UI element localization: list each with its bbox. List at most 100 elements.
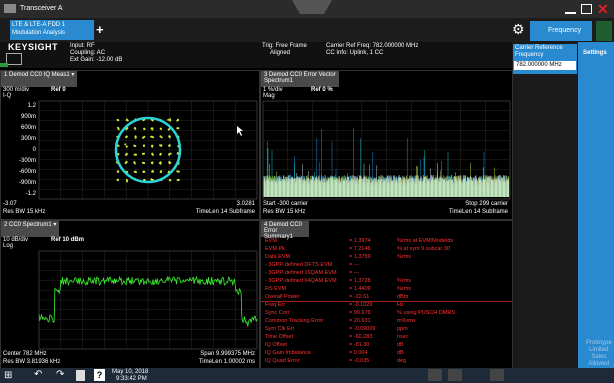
metric-unit: deg	[397, 358, 407, 364]
error-summary-window[interactable]: 4 Demod CC0 Error Summary1 EVM = 1.3974 %rm…	[260, 220, 513, 370]
app-title: Transceiver A	[20, 5, 63, 12]
constellation-point	[176, 170, 179, 173]
gain-info: Ext Gain: -12.00 dB	[70, 57, 123, 63]
constellation-point	[133, 170, 136, 173]
constellation-point	[142, 170, 145, 173]
reference: Ref 0 %	[311, 87, 333, 93]
carrier-ref-label: Carrier Reference	[515, 45, 563, 51]
y-tick-label: -600m	[18, 168, 36, 175]
undo-button[interactable]: ↶	[34, 369, 43, 380]
metric-value: = -22.61	[349, 294, 370, 300]
spectrum-window[interactable]: 2 CC0 Spectrum1 ▾ 10 dB/div Ref 10 dBm Log C…	[0, 220, 260, 370]
constellation-point	[177, 127, 180, 130]
collapse-button[interactable]	[292, 0, 332, 14]
status-icon[interactable]	[596, 21, 612, 41]
footer-left: Res BW 15 kHz	[3, 209, 46, 215]
constellation-point	[168, 144, 171, 147]
constellation-point	[116, 179, 119, 182]
start-button[interactable]: ⊞	[4, 370, 13, 381]
logo: KEYSIGHT	[8, 42, 59, 52]
menu-tab[interactable]	[530, 21, 592, 41]
carrier-ref-value[interactable]: 782.000000 MHz	[514, 61, 576, 70]
footer-left: Start -300 carrier	[263, 201, 309, 207]
constellation-point	[176, 119, 179, 122]
constellation-point	[169, 119, 172, 122]
metric-unit: ppm	[397, 326, 408, 332]
info-bar	[0, 42, 512, 68]
redo-button[interactable]: ↷	[56, 369, 65, 380]
constellation-point	[150, 135, 153, 138]
constellation-point	[143, 162, 146, 165]
close-button[interactable]: ✕	[597, 1, 609, 17]
metric-unit: dB	[397, 342, 404, 348]
metric-value: = -0.035	[349, 358, 370, 364]
spectrum-trace	[38, 275, 258, 327]
footer-left: Res BW 15 kHz	[263, 209, 306, 215]
constellation-point	[151, 161, 154, 164]
footer-right: TimeLen 1.00002 ms	[198, 359, 255, 365]
mode-tab[interactable]	[10, 20, 94, 40]
constellation-point	[124, 143, 127, 146]
footer-left: Center 782 MHz	[3, 351, 47, 357]
watermark-line: Sales	[591, 354, 607, 360]
file-button[interactable]	[76, 370, 85, 381]
app-icon	[4, 4, 16, 13]
connector-icon	[6, 53, 22, 65]
coupling-info: Coupling: AC	[70, 50, 106, 56]
minimize-button[interactable]	[565, 4, 576, 14]
evm-spectrum-window[interactable]: 3 Demod CC0 Error Vector Spectrum1 1 %/div…	[260, 70, 513, 220]
constellation-point	[168, 136, 171, 139]
metric-unit: %rms	[397, 278, 412, 284]
taskbar	[0, 368, 614, 383]
y-tick-label: 0	[32, 147, 36, 153]
iq-window[interactable]: 1 Demod CC0 IQ Meas1 ▾ 300 m/div Ref 0 I-Q -…	[0, 70, 260, 220]
help-button[interactable]: ?	[94, 369, 105, 381]
constellation-point	[141, 152, 144, 155]
window-title: 1 Demod CC0 IQ Meas1 ▾	[1, 71, 78, 87]
evm-trace	[263, 163, 510, 197]
reference-circle	[114, 116, 182, 184]
metric-label: IQ Gain Imbalance	[265, 350, 311, 356]
touch-button[interactable]	[448, 369, 462, 381]
y-tick-label: 1.2	[27, 103, 36, 110]
settings-tab[interactable]	[578, 42, 614, 368]
tab-row	[0, 18, 614, 42]
metric-label: Time Offset	[265, 334, 294, 340]
title-line: Spectrum1	[264, 78, 294, 84]
settings-gear[interactable]: ⚙	[512, 21, 525, 37]
metric-unit: %rms at EVM/ModeIdx	[397, 238, 454, 244]
time: 9:33:42 PM	[116, 376, 147, 382]
metric-value: = ---	[349, 262, 360, 268]
fullscreen-button[interactable]	[490, 369, 504, 381]
footer-right: Stop 299 carrier	[465, 201, 508, 207]
title-line: 4 Demod CC0 Error	[264, 222, 303, 234]
divider	[261, 301, 512, 302]
watermark-line: Prototype	[586, 340, 612, 346]
title-line: 3 Demod CC0 Error Vector	[264, 72, 336, 78]
cc-info: CC Info: Uplink, 1 CC	[326, 50, 384, 56]
mode-tab-line1: LTE & LTE-A FDD 1	[12, 22, 66, 28]
constellation-point	[151, 128, 154, 131]
window-title: 2 CC0 Spectrum1 ▾	[1, 221, 60, 237]
add-tab-button[interactable]: +	[96, 22, 104, 37]
metric-label: RS EVM	[265, 286, 287, 292]
metric-label: EVM	[265, 238, 277, 244]
metric-unit: % using PUSCH DMRS	[397, 310, 456, 316]
metric-unit: Hz	[397, 302, 404, 308]
constellation-point	[169, 118, 172, 121]
metric-unit: dB	[397, 350, 404, 356]
keypad-button[interactable]	[428, 369, 442, 381]
constellation-point	[143, 136, 146, 139]
y-tick-label: -1.2	[25, 190, 36, 197]
constellation-point	[143, 127, 146, 130]
window-title: 3 Demod CC0 Error Vector Spectrum1	[261, 71, 339, 87]
maximize-button[interactable]	[581, 4, 592, 14]
constellation-point	[177, 170, 180, 173]
metric-value: = 1.3974	[349, 238, 371, 244]
format: Log	[3, 243, 14, 249]
metric-label: Overall Power	[265, 294, 300, 300]
constellation-point	[134, 136, 137, 139]
title-line: Summary1	[264, 234, 294, 240]
constellation-point	[143, 145, 146, 148]
